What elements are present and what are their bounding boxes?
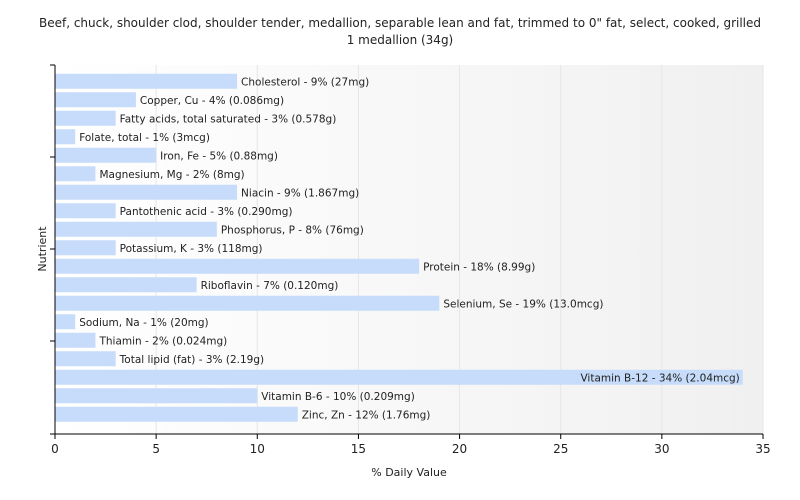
bar [55,166,96,182]
bar-label: Vitamin B-6 - 10% (0.209mg) [261,391,415,403]
x-tick-labels: 0 5 10 15 20 25 30 35 [51,442,770,456]
bar-label: Protein - 18% (8.99g) [423,261,535,273]
bar-label: Phosphorus, P - 8% (76mg) [221,224,364,236]
x-tick-label: 0 [51,442,59,456]
bar [55,240,116,256]
bar [55,277,197,293]
bars [55,73,743,422]
bar-label: Vitamin B-12 - 34% (2.04mcg) [580,372,739,384]
bar-label: Pantothenic acid - 3% (0.290mg) [120,206,293,218]
bar-label: Riboflavin - 7% (0.120mg) [201,280,339,292]
bar-label: Niacin - 9% (1.867mg) [241,187,359,199]
x-tick-label: 10 [250,442,265,456]
bar [55,221,217,237]
bar [55,332,96,348]
bar-label: Selenium, Se - 19% (13.0mcg) [443,298,603,310]
bar-label: Iron, Fe - 5% (0.88mg) [160,150,278,162]
x-tick-label: 15 [351,442,366,456]
bar [55,295,440,311]
bar [55,184,238,200]
bar-label: Zinc, Zn - 12% (1.76mg) [302,409,431,421]
bar-label: Potassium, K - 3% (118mg) [120,243,263,255]
chart-title-line-2: 1 medallion (34g) [346,33,454,47]
x-tick-label: 25 [553,442,568,456]
bar-label: Fatty acids, total saturated - 3% (0.578… [120,113,337,125]
bar-label: Magnesium, Mg - 2% (8mg) [99,169,244,181]
bar [55,73,238,89]
bar [55,110,116,126]
chart-title-line-1: Beef, chuck, shoulder clod, shoulder ten… [38,16,761,30]
bar [55,203,116,219]
bar-label: Copper, Cu - 4% (0.086mg) [140,95,284,107]
bar [55,92,136,108]
x-tick-label: 20 [452,442,467,456]
x-axis-label: % Daily Value [371,466,447,479]
y-axis-label: Nutrient [36,226,49,272]
axes [50,64,764,439]
bar-labels: Cholesterol - 9% (27mg) Copper, Cu - 4% (… [79,76,740,421]
x-tick-label: 30 [654,442,669,456]
bar [55,147,157,163]
bar-label: Sodium, Na - 1% (20mg) [79,317,208,329]
bar-label: Cholesterol - 9% (27mg) [241,76,369,88]
bar [55,388,258,404]
chart-title: Beef, chuck, shoulder clod, shoulder ten… [0,15,800,49]
bar [55,258,420,274]
x-tick-label: 35 [755,442,770,456]
bar-label: Total lipid (fat) - 3% (2.19g) [119,354,264,366]
bar-label: Thiamin - 2% (0.024mg) [98,335,227,347]
bar [55,406,298,422]
bar [55,129,76,145]
bar [55,351,116,367]
bar-label: Folate, total - 1% (3mcg) [79,132,210,144]
bar [55,369,743,385]
x-tick-label: 5 [152,442,160,456]
bar [55,314,76,330]
